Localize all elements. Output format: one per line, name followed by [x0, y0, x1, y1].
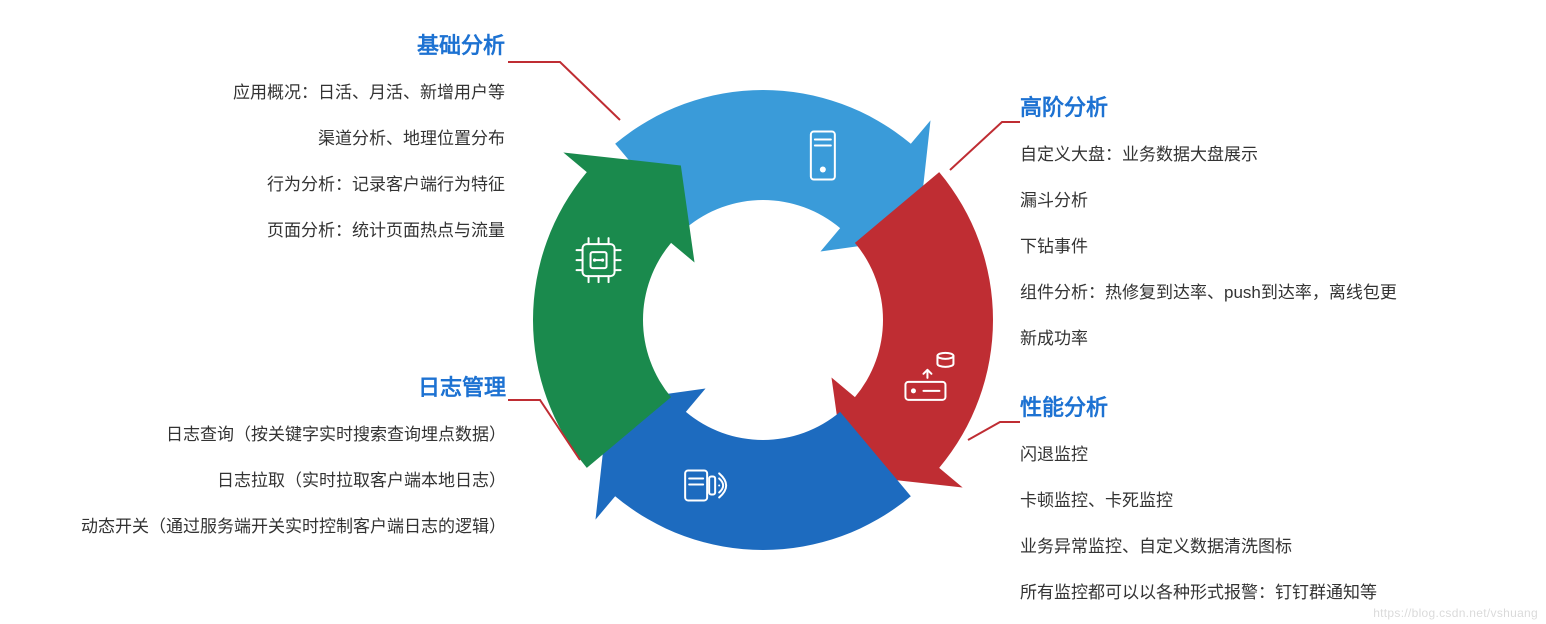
- segment-advanced-line: 自定义大盘：业务数据大盘展示: [1020, 132, 1520, 178]
- segment-basic-line: 应用概况：日活、月活、新增用户等: [35, 70, 505, 116]
- segment-logs-line: 日志拉取（实时拉取客户端本地日志）: [0, 458, 506, 504]
- segment-logs-line: 动态开关（通过服务端开关实时控制客户端日志的逻辑）: [0, 504, 506, 550]
- segment-advanced-line: 组件分析：热修复到达率、push到达率，离线包更: [1020, 270, 1520, 316]
- cycle-ring: [518, 50, 1008, 590]
- segment-logs-title: 日志管理: [0, 370, 506, 402]
- segment-performance-line: 卡顿监控、卡死监控: [1020, 478, 1530, 524]
- segment-advanced-title: 高阶分析: [1020, 90, 1520, 122]
- segment-logs-line: 日志查询（按关键字实时搜索查询埋点数据）: [0, 412, 506, 458]
- segment-advanced-line: 下钻事件: [1020, 224, 1520, 270]
- segment-advanced-line: 漏斗分析: [1020, 178, 1520, 224]
- segment-performance-title: 性能分析: [1020, 390, 1530, 422]
- segment-performance-text: 性能分析 闪退监控卡顿监控、卡死监控业务异常监控、自定义数据清洗图标所有监控都可…: [1020, 390, 1530, 616]
- segment-logs-text: 日志管理 日志查询（按关键字实时搜索查询埋点数据）日志拉取（实时拉取客户端本地日…: [0, 370, 506, 550]
- segment-performance-line: 闪退监控: [1020, 432, 1530, 478]
- segment-basic-line: 页面分析：统计页面热点与流量: [35, 208, 505, 254]
- segment-performance-line: 业务异常监控、自定义数据清洗图标: [1020, 524, 1530, 570]
- segment-basic-line: 行为分析：记录客户端行为特征: [35, 162, 505, 208]
- segment-basic-line: 渠道分析、地理位置分布: [35, 116, 505, 162]
- segment-advanced-text: 高阶分析 自定义大盘：业务数据大盘展示漏斗分析下钻事件组件分析：热修复到达率、p…: [1020, 90, 1520, 362]
- watermark-text: https://blog.csdn.net/vshuang: [1373, 606, 1538, 620]
- segment-basic-text: 基础分析 应用概况：日活、月活、新增用户等渠道分析、地理位置分布行为分析：记录客…: [35, 28, 505, 254]
- segment-advanced-line: 新成功率: [1020, 316, 1520, 362]
- segment-basic-title: 基础分析: [35, 28, 505, 60]
- chip-icon: [577, 238, 621, 282]
- diagram-stage: 基础分析 应用概况：日活、月活、新增用户等渠道分析、地理位置分布行为分析：记录客…: [0, 0, 1546, 624]
